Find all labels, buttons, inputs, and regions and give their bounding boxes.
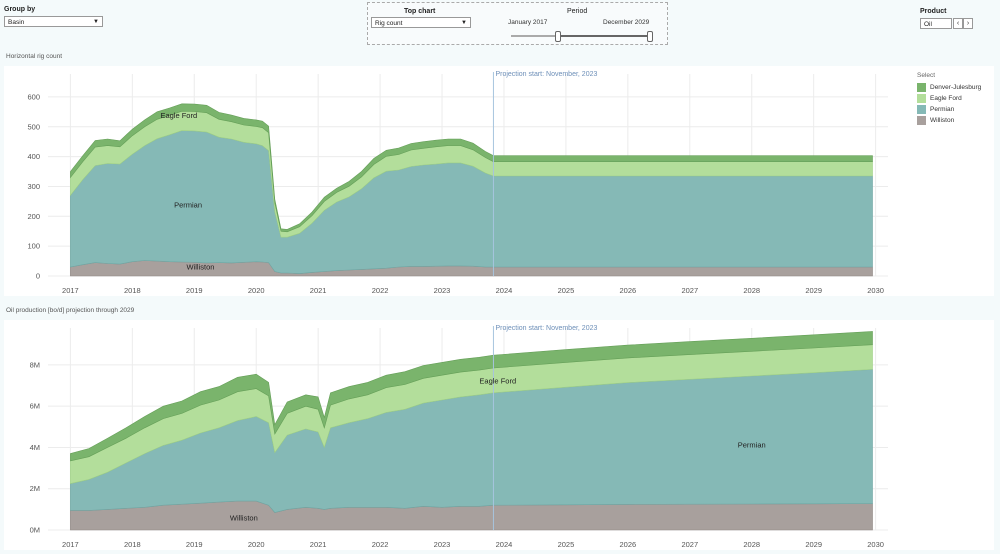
product-value: Oil bbox=[924, 21, 932, 28]
legend-swatch bbox=[917, 116, 926, 125]
product-next-button[interactable]: › bbox=[963, 18, 973, 29]
group-by-label: Group by bbox=[4, 6, 36, 13]
legend: Select Denver-Julesburg Eagle Ford Permi… bbox=[917, 72, 981, 126]
legend-item-williston[interactable]: Williston bbox=[917, 115, 981, 126]
top-chart-label: Top chart bbox=[404, 8, 436, 15]
chevron-down-icon: ▼ bbox=[93, 19, 99, 25]
chevron-down-icon: ▼ bbox=[461, 20, 467, 26]
chart1-title: Horizontal rig count bbox=[6, 53, 62, 60]
x-tick-label: 2021 bbox=[310, 540, 327, 549]
x-tick-label: 2025 bbox=[558, 540, 575, 549]
legend-item-denver-julesburg[interactable]: Denver-Julesburg bbox=[917, 82, 981, 93]
chart2-title: Oil production [bo/d] projection through… bbox=[6, 307, 135, 314]
period-slider-fill bbox=[558, 35, 648, 37]
area-label: Williston bbox=[230, 514, 258, 523]
x-tick-label: 2019 bbox=[186, 540, 203, 549]
y-tick-label: 6M bbox=[30, 402, 40, 411]
x-tick-label: 2020 bbox=[248, 540, 265, 549]
area-denver-julesburg bbox=[70, 331, 873, 462]
legend-label: Williston bbox=[930, 117, 955, 124]
product-select[interactable]: Oil bbox=[920, 18, 952, 29]
product-label: Product bbox=[920, 8, 947, 15]
legend-item-eagle-ford[interactable]: Eagle Ford bbox=[917, 93, 981, 104]
x-tick-label: 2017 bbox=[62, 540, 79, 549]
x-tick-label: 2026 bbox=[620, 540, 637, 549]
area-eagle-ford bbox=[70, 344, 873, 484]
product-prev-button[interactable]: ‹ bbox=[953, 18, 963, 29]
area-label: Eagle Ford bbox=[479, 376, 516, 385]
period-end-label: December 2029 bbox=[603, 19, 650, 26]
legend-label: Permian bbox=[930, 106, 955, 113]
x-tick-label: 2022 bbox=[372, 540, 389, 549]
group-by-value: Basin bbox=[8, 19, 25, 26]
y-tick-label: 4M bbox=[30, 443, 40, 452]
chart2-panel bbox=[4, 320, 994, 550]
legend-label: Eagle Ford bbox=[930, 95, 962, 102]
legend-item-permian[interactable]: Permian bbox=[917, 104, 981, 115]
top-chart-select[interactable]: Rig count ▼ bbox=[371, 17, 471, 28]
x-tick-label: 2028 bbox=[743, 540, 760, 549]
period-start-label: January 2017 bbox=[508, 19, 548, 26]
legend-swatch bbox=[917, 83, 926, 92]
y-tick-label: 2M bbox=[30, 484, 40, 493]
period-label: Period bbox=[567, 8, 588, 15]
area-label: Permian bbox=[738, 440, 766, 449]
x-tick-label: 2018 bbox=[124, 540, 141, 549]
legend-title: Select bbox=[917, 72, 936, 79]
top-chart-value: Rig count bbox=[375, 20, 403, 27]
top-controls-panel: Top chart Rig count ▼ Period January 201… bbox=[367, 2, 668, 45]
chart1-panel bbox=[4, 66, 994, 296]
y-tick-label: 8M bbox=[30, 360, 40, 369]
x-tick-label: 2027 bbox=[681, 540, 698, 549]
x-tick-label: 2024 bbox=[496, 540, 513, 549]
period-slider-end-handle[interactable] bbox=[647, 31, 653, 42]
projection-annotation: Projection start: November, 2023 bbox=[495, 325, 597, 332]
x-tick-label: 2029 bbox=[805, 540, 822, 549]
legend-swatch bbox=[917, 105, 926, 114]
group-by-select[interactable]: Basin ▼ bbox=[4, 16, 103, 27]
area-williston bbox=[70, 500, 873, 531]
x-tick-label: 2030 bbox=[867, 540, 884, 549]
period-slider-start-handle[interactable] bbox=[555, 31, 561, 42]
x-tick-label: 2023 bbox=[434, 540, 451, 549]
legend-swatch bbox=[917, 94, 926, 103]
area-permian bbox=[70, 369, 873, 513]
y-tick-label: 0M bbox=[30, 526, 40, 535]
legend-label: Denver-Julesburg bbox=[930, 84, 982, 91]
